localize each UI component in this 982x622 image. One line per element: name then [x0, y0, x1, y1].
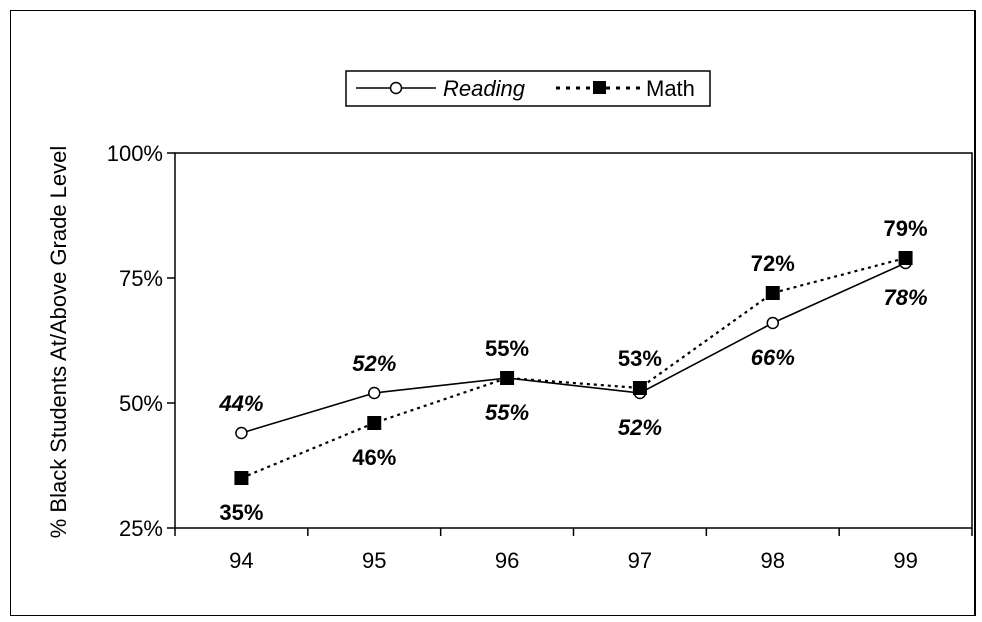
legend-reading-label: Reading	[443, 76, 526, 101]
data-label-math: 53%	[618, 346, 662, 371]
point-reading	[368, 386, 381, 400]
point-math	[500, 371, 515, 385]
data-label-reading: 44%	[218, 391, 263, 416]
data-label-reading: 52%	[352, 351, 396, 376]
data-label-reading: 52%	[618, 415, 662, 440]
legend: Reading Math	[345, 70, 711, 107]
data-label-reading: 55%	[485, 400, 529, 425]
y-tick-label: 75%	[119, 266, 163, 291]
data-label-math: 79%	[884, 216, 928, 241]
data-labels: 44% 35% 52% 46% 55% 55% 52% 53% 66% 72% 78% 79%	[218, 216, 927, 525]
x-tick-label: 99	[893, 548, 917, 573]
data-label-math: 46%	[352, 445, 396, 470]
point-math	[367, 416, 382, 430]
x-tick-label: 98	[761, 548, 785, 573]
x-tick-label: 96	[495, 548, 519, 573]
x-tick-label: 95	[362, 548, 386, 573]
data-label-math: 55%	[485, 336, 529, 361]
point-math	[234, 471, 249, 485]
x-tick-label: 94	[229, 548, 253, 573]
chart-frame	[10, 10, 976, 616]
series-layer	[234, 251, 913, 485]
legend-reading-marker	[389, 81, 403, 95]
data-label-reading: 66%	[751, 345, 795, 370]
point-math	[898, 251, 913, 265]
series-line-reading	[241, 262, 906, 434]
point-reading	[235, 426, 248, 440]
data-label-math: 72%	[751, 251, 795, 276]
y-axis-title: % Black Students At/Above Grade Level	[46, 146, 71, 539]
y-axis: 25% 50% 75% 100%	[107, 141, 175, 541]
legend-math-marker	[593, 81, 606, 94]
point-reading	[766, 316, 779, 330]
y-tick-label: 100%	[107, 141, 163, 166]
y-tick-label: 25%	[119, 516, 163, 541]
x-axis: 94 95 96 97 98 99	[174, 528, 973, 573]
x-tick-label: 97	[628, 548, 652, 573]
series-line-math	[240, 256, 906, 480]
plot-area	[174, 152, 973, 529]
point-math	[632, 381, 647, 395]
data-label-reading: 78%	[884, 285, 928, 310]
y-tick-label: 50%	[119, 391, 163, 416]
legend-math-label: Math	[646, 76, 695, 101]
data-label-math: 35%	[219, 500, 263, 525]
point-math	[765, 286, 780, 300]
